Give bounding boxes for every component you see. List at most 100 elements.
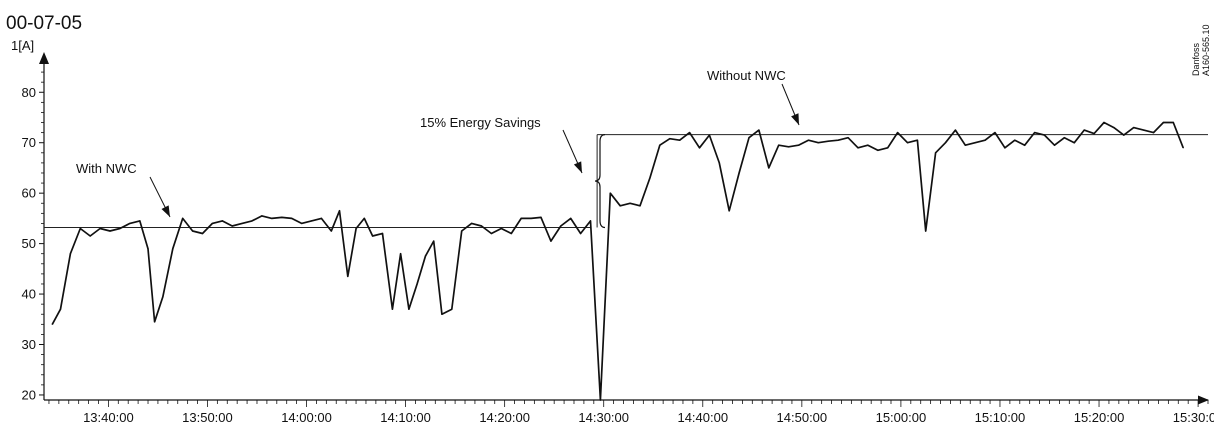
arrow-head xyxy=(161,205,170,217)
data-point xyxy=(718,162,720,164)
data-point xyxy=(69,253,72,255)
data-point xyxy=(1133,126,1135,129)
data-point xyxy=(1014,139,1016,141)
data-point xyxy=(639,205,641,207)
data-point xyxy=(688,132,691,134)
data-point xyxy=(738,172,740,174)
data-point xyxy=(847,137,849,139)
data-point xyxy=(560,225,562,227)
data-point xyxy=(984,139,986,141)
data-point xyxy=(424,255,426,257)
data-point xyxy=(906,142,909,144)
data-point xyxy=(1093,133,1095,135)
y-tick-label: 80 xyxy=(22,85,36,100)
data-point xyxy=(1083,129,1085,131)
y-tick-label: 50 xyxy=(22,236,36,251)
data-point xyxy=(788,146,790,148)
data-point xyxy=(441,313,443,315)
data-point xyxy=(994,132,996,134)
y-tick-label: 20 xyxy=(22,387,36,402)
with-nwc-arrow xyxy=(149,176,171,218)
data-point xyxy=(659,144,661,146)
data-point xyxy=(355,227,357,230)
data-point xyxy=(1143,129,1145,131)
data-point xyxy=(934,152,937,154)
data-point xyxy=(451,308,453,310)
data-point xyxy=(510,232,512,235)
data-point xyxy=(916,139,919,141)
credit-block: Danfoss A160-565.10 xyxy=(1191,24,1211,76)
data-point xyxy=(797,144,800,146)
data-point xyxy=(649,177,651,179)
y-axis-unit-label: 1[A] xyxy=(11,38,34,53)
x-tick-label: 14:10:00 xyxy=(380,410,431,425)
data-point xyxy=(1182,147,1184,149)
data-point xyxy=(139,220,141,222)
data-point xyxy=(837,139,839,141)
x-axis-arrowhead xyxy=(1198,395,1209,405)
energy-savings-arrow xyxy=(562,129,583,174)
data-point xyxy=(619,205,621,207)
data-point xyxy=(109,230,111,232)
data-point xyxy=(589,220,592,222)
data-point xyxy=(964,144,966,146)
arrow-head xyxy=(791,113,799,125)
data-point xyxy=(461,230,463,232)
annotation-without-nwc: Without NWC xyxy=(707,68,786,83)
y-tick-label: 70 xyxy=(22,135,36,150)
data-point xyxy=(530,217,532,219)
data-point xyxy=(480,225,483,227)
data-point xyxy=(400,253,402,255)
data-point xyxy=(629,202,631,204)
data-point xyxy=(728,210,730,212)
data-point xyxy=(51,323,53,325)
data-point xyxy=(758,129,760,131)
data-point xyxy=(281,216,283,218)
data-point xyxy=(251,220,253,222)
data-point xyxy=(363,217,365,219)
data-point xyxy=(768,167,770,169)
data-point xyxy=(954,129,956,131)
annotation-with-nwc: With NWC xyxy=(76,161,137,176)
series-layer xyxy=(51,121,1184,401)
data-point xyxy=(609,192,611,194)
x-tick-label: 14:00:00 xyxy=(281,410,332,425)
data-point xyxy=(347,275,349,278)
reference-lines xyxy=(44,134,1208,229)
data-point xyxy=(669,138,671,140)
data-point xyxy=(182,217,184,219)
data-point xyxy=(867,144,869,146)
data-point xyxy=(79,227,81,230)
data-point xyxy=(338,210,341,212)
data-point xyxy=(1103,121,1105,124)
data-point xyxy=(490,232,493,235)
x-tick-label: 14:40:00 xyxy=(677,410,728,425)
data-point xyxy=(471,222,473,225)
data-point xyxy=(857,147,859,149)
x-tick-label: 15:30:00 xyxy=(1173,410,1214,425)
data-point xyxy=(500,227,502,230)
y-tick-label: 60 xyxy=(22,186,36,201)
data-point xyxy=(201,232,204,235)
data-point xyxy=(925,230,927,232)
data-point xyxy=(897,132,899,134)
data-point xyxy=(1024,144,1026,146)
data-point xyxy=(416,283,418,285)
annotation-markers xyxy=(149,83,800,229)
data-point xyxy=(827,140,829,142)
data-point xyxy=(433,240,435,242)
data-point xyxy=(231,225,233,227)
data-point xyxy=(291,217,293,219)
data-point xyxy=(119,227,121,230)
data-point xyxy=(99,227,101,230)
data-point xyxy=(391,308,393,310)
data-point xyxy=(1004,147,1006,149)
data-point xyxy=(300,222,303,225)
data-point xyxy=(570,217,572,219)
data-point xyxy=(540,216,542,218)
credit-line-2: A160-565.10 xyxy=(1201,24,1211,76)
data-point xyxy=(887,147,889,149)
energy-savings-brace xyxy=(594,134,606,229)
data-point xyxy=(679,139,681,141)
